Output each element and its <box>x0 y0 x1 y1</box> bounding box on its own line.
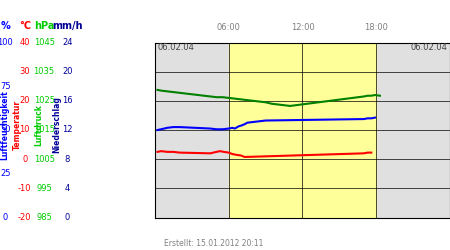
Text: 50: 50 <box>0 126 11 134</box>
Text: -10: -10 <box>18 184 32 193</box>
Text: 1035: 1035 <box>34 67 54 76</box>
Text: 0: 0 <box>3 213 8 222</box>
Text: 12: 12 <box>62 126 73 134</box>
Text: 30: 30 <box>19 67 30 76</box>
Text: Temperatur: Temperatur <box>13 100 22 150</box>
Text: 12:00: 12:00 <box>291 24 315 32</box>
Text: 75: 75 <box>0 82 11 91</box>
Text: 0: 0 <box>22 155 27 164</box>
Text: 20: 20 <box>62 67 73 76</box>
Text: 995: 995 <box>36 184 52 193</box>
Text: 1025: 1025 <box>34 96 54 105</box>
Text: 20: 20 <box>19 96 30 105</box>
Text: 1015: 1015 <box>34 126 54 134</box>
Text: 100: 100 <box>0 38 14 47</box>
Text: 1005: 1005 <box>34 155 54 164</box>
Text: 06.02.04: 06.02.04 <box>411 42 448 51</box>
Text: 06.02.04: 06.02.04 <box>157 42 194 51</box>
Text: %: % <box>0 21 10 31</box>
Text: 4: 4 <box>65 184 70 193</box>
Text: 24: 24 <box>62 38 73 47</box>
Text: 985: 985 <box>36 213 52 222</box>
Text: Niederschlag: Niederschlag <box>52 96 61 154</box>
Text: hPa: hPa <box>34 21 54 31</box>
Text: 0: 0 <box>65 213 70 222</box>
Text: 18:00: 18:00 <box>364 24 388 32</box>
Text: mm/h: mm/h <box>52 21 83 31</box>
Text: Luftdruck: Luftdruck <box>34 104 43 146</box>
Text: °C: °C <box>19 21 31 31</box>
Text: 25: 25 <box>0 169 11 178</box>
Text: 10: 10 <box>19 126 30 134</box>
Text: 8: 8 <box>65 155 70 164</box>
Text: 16: 16 <box>62 96 73 105</box>
Bar <box>229 42 376 218</box>
Text: -20: -20 <box>18 213 32 222</box>
Text: Erstellt: 15.01.2012 20:11: Erstellt: 15.01.2012 20:11 <box>164 238 263 248</box>
Text: Luftfeuchtigkeit: Luftfeuchtigkeit <box>0 90 9 160</box>
Text: 06:00: 06:00 <box>217 24 241 32</box>
Text: 1045: 1045 <box>34 38 54 47</box>
Text: 40: 40 <box>19 38 30 47</box>
